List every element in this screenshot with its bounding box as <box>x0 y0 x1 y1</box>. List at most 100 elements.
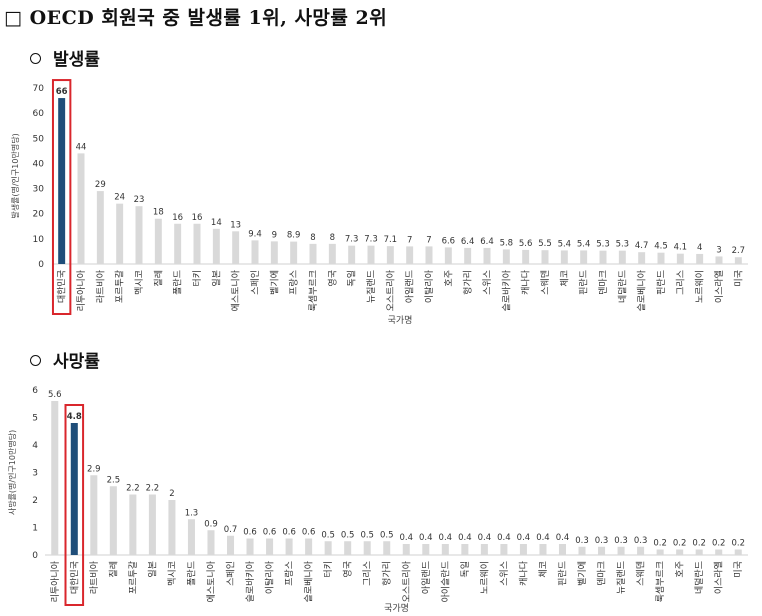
category-label: 캐나다 <box>518 560 529 586</box>
category-label: 멕시코 <box>167 561 178 586</box>
bar <box>305 538 313 555</box>
category-label: 네덜란드 <box>693 561 705 594</box>
bar <box>348 245 356 264</box>
category-label: 오스트리아 <box>401 560 412 602</box>
category-label: 영국 <box>327 270 338 287</box>
data-label: 3 <box>716 245 721 255</box>
data-label: 0.4 <box>439 533 453 543</box>
data-label: 5.8 <box>500 238 514 248</box>
y-axis-label: 발생률(명/인구10만명당) <box>10 133 20 218</box>
category-label: 스페인 <box>250 270 261 295</box>
bar <box>193 223 201 264</box>
bar <box>541 250 549 264</box>
data-label: 66 <box>56 87 68 97</box>
data-label: 0.5 <box>380 530 394 540</box>
category-label: 체코 <box>538 561 549 578</box>
category-label: 프랑스 <box>283 561 295 586</box>
bar <box>696 253 704 264</box>
data-label: 0.2 <box>712 539 726 549</box>
bar <box>383 541 391 555</box>
category-label: 슬로바키아 <box>245 560 256 602</box>
category-label: 벨기에 <box>269 270 280 295</box>
bar <box>464 247 472 264</box>
data-label: 29 <box>95 180 106 190</box>
data-label: 0.4 <box>517 533 531 543</box>
category-label: 스페인 <box>226 561 237 586</box>
y-tick-label: 30 <box>33 185 45 195</box>
bar <box>363 541 371 555</box>
category-label: 미국 <box>733 270 744 287</box>
category-label: 뉴질랜드 <box>615 561 627 594</box>
category-label: 터키 <box>323 561 334 578</box>
category-label: 슬로베니아 <box>637 269 648 311</box>
highlight-box <box>64 404 85 606</box>
y-tick-label: 0 <box>38 260 44 270</box>
bar <box>344 541 352 555</box>
y-tick-label: 40 <box>33 159 45 169</box>
y-tick-label: 50 <box>33 134 45 144</box>
data-label: 4.8 <box>67 412 82 422</box>
y-tick-label: 6 <box>32 386 38 396</box>
data-label: 44 <box>76 142 87 152</box>
data-label: 2.5 <box>107 475 121 485</box>
data-label: 7 <box>407 235 412 245</box>
category-label: 네덜란드 <box>616 270 628 303</box>
bar-highlight <box>58 98 66 264</box>
data-label: 23 <box>134 195 145 205</box>
category-label: 폴란드 <box>185 561 197 586</box>
bar <box>406 246 414 264</box>
data-label: 0.4 <box>536 533 550 543</box>
data-label: 0.4 <box>478 533 492 543</box>
category-label: 폴란드 <box>172 270 184 295</box>
data-label: 0.3 <box>595 536 609 546</box>
page-title: □ OECD 회원국 중 발생률 1위, 사망률 2위 <box>4 7 388 29</box>
data-label: 4.1 <box>674 243 688 253</box>
data-label: 6.6 <box>442 236 456 246</box>
category-label: 대한민국 <box>57 270 68 303</box>
y-tick-label: 0 <box>32 551 38 561</box>
data-label: 0.5 <box>360 530 374 540</box>
bar <box>617 546 625 555</box>
section-label-mortality: 사망률 <box>53 352 100 372</box>
circle-bullet-icon <box>30 53 41 64</box>
bar <box>154 218 162 264</box>
category-label: 슬로베니아 <box>304 560 315 602</box>
data-label: 14 <box>211 218 222 228</box>
y-axis-label: 사망률(명/인구10만명당) <box>7 430 17 515</box>
bar <box>637 546 645 555</box>
data-label: 7 <box>426 235 431 245</box>
data-label: 8 <box>330 233 335 243</box>
bar <box>539 544 547 555</box>
bar <box>232 231 240 264</box>
category-label: 프랑스 <box>288 270 300 295</box>
category-label: 아일랜드 <box>421 561 432 594</box>
category-label: 라트비아 <box>89 560 100 594</box>
category-label: 칠레 <box>108 561 119 578</box>
data-label: 0.2 <box>673 539 687 549</box>
category-label: 룩셈부르크 <box>655 561 666 602</box>
data-label: 0.6 <box>282 528 296 538</box>
bar <box>638 252 646 264</box>
data-label: 0.4 <box>556 533 570 543</box>
category-label: 멕시코 <box>134 270 145 295</box>
category-label: 스웨덴 <box>539 270 551 295</box>
bar <box>246 538 254 555</box>
bar <box>187 519 195 555</box>
data-label: 2.9 <box>87 464 101 474</box>
category-label: 이탈리아 <box>265 560 276 594</box>
bar <box>51 401 59 555</box>
category-label: 미국 <box>733 561 744 578</box>
bar <box>425 246 433 264</box>
bar <box>599 250 607 264</box>
data-label: 9 <box>272 230 277 240</box>
category-label: 헝가리 <box>463 270 474 295</box>
data-label: 8 <box>310 233 315 243</box>
bar <box>116 203 124 264</box>
section-title-mortality: 사망률 <box>30 347 100 372</box>
data-label: 8.9 <box>287 231 301 241</box>
category-label: 스웨덴 <box>635 561 647 586</box>
data-label: 18 <box>153 208 164 218</box>
data-label: 5.4 <box>577 239 591 249</box>
bar <box>676 549 684 555</box>
bar <box>519 544 527 555</box>
